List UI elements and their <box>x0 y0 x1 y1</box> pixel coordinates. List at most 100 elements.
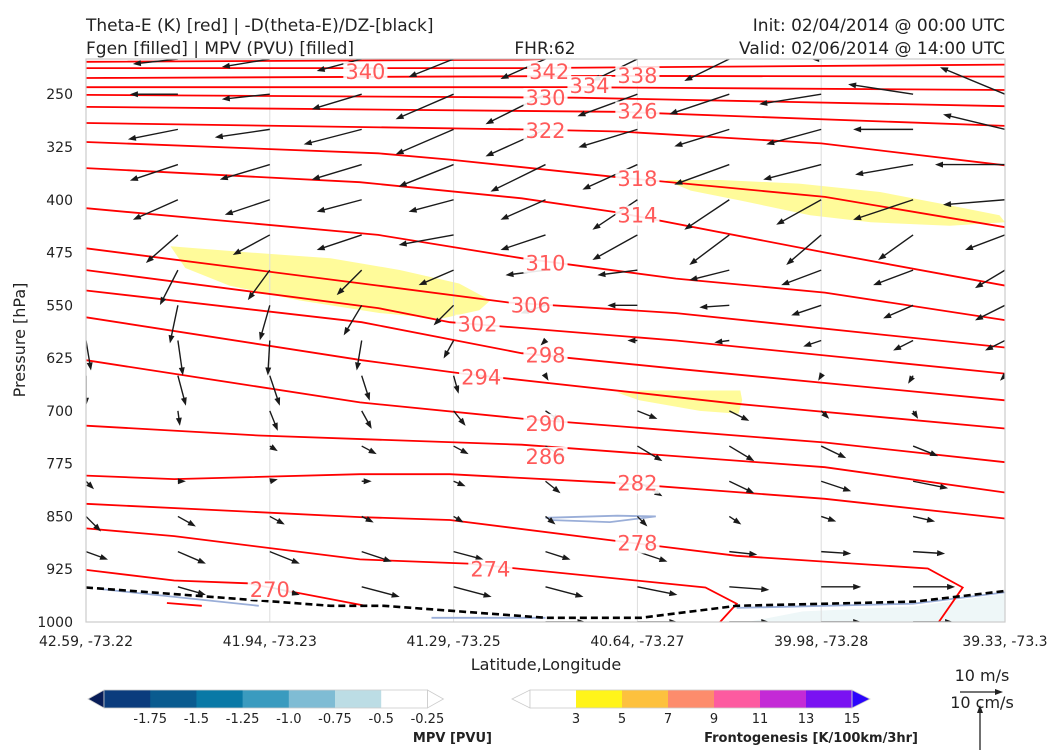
wind-vector <box>908 375 915 384</box>
wind-vector <box>893 339 914 351</box>
wind-vector <box>433 304 455 326</box>
wind-vector <box>336 269 363 296</box>
wind-vector-shaft <box>339 269 363 293</box>
wind-vector-arrowhead <box>316 66 326 72</box>
wind-vector-arrowhead <box>658 556 668 562</box>
wind-vector <box>541 372 549 381</box>
wind-vector <box>728 410 750 421</box>
frontogenesis-colorbar-title: Frontogenesis [K/100km/3hr] <box>704 731 918 746</box>
wind-vector-shaft <box>136 199 179 219</box>
theta-e-contour-label: 310 <box>525 251 565 275</box>
wind-vector-arrowhead <box>561 554 571 561</box>
wind-vector-arrowhead <box>500 213 510 220</box>
contour-label-background <box>567 76 612 97</box>
wind-vector-arrowhead <box>453 385 460 394</box>
theta-e-contour-label-group: 326 <box>615 99 660 123</box>
wind-vector-shaft <box>794 304 822 315</box>
theta-e-contour <box>86 269 1005 375</box>
wind-vector <box>398 163 454 187</box>
colorbar-tick-label: 7 <box>664 712 672 727</box>
wind-vector-arrowhead <box>355 362 361 371</box>
wind-vector-shaft <box>595 234 638 259</box>
wind-vector <box>361 410 372 429</box>
colorbar-tick-label: -0.25 <box>411 712 445 727</box>
wind-vector-shaft <box>260 305 271 337</box>
x-tick-label: 39.33, -73.3 <box>962 634 1047 650</box>
wind-vector-arrowhead <box>577 619 586 622</box>
wind-vector-shaft <box>858 163 914 175</box>
wind-vector-arrowhead <box>500 73 510 79</box>
wind-vector-shaft <box>912 480 945 489</box>
theta-e-contour <box>166 602 202 607</box>
wind-vector <box>316 59 362 72</box>
wind-vector-shaft <box>766 163 822 180</box>
x-axis-label: Latitude,Longitude <box>471 655 622 674</box>
wind-vector-shaft <box>504 234 546 250</box>
theta-e-contour-label-group: 338 <box>615 64 660 88</box>
wind-vector <box>500 234 546 251</box>
contour-label-background <box>523 253 568 274</box>
wind-vector <box>361 375 371 401</box>
wind-vector-arrowhead <box>458 417 466 426</box>
colorbar-tick-label: 9 <box>710 712 718 727</box>
wind-vector-shaft <box>269 550 297 563</box>
theta-e-contour <box>86 247 1005 349</box>
mpv-contour <box>545 514 656 524</box>
wind-vector <box>86 480 94 490</box>
vector-key: 10 m/s 10 cm/s <box>950 666 1014 750</box>
wind-vector-arrowhead <box>443 350 451 359</box>
theta-e-contour-label: 334 <box>569 74 609 98</box>
wind-vector-shaft <box>601 269 638 276</box>
contour-label-background <box>343 62 388 82</box>
wind-vector <box>848 82 914 95</box>
theta-e-contour-label: 278 <box>617 531 657 555</box>
wind-vector-arrowhead <box>490 185 500 192</box>
contour-label-background <box>523 121 568 142</box>
wind-vector-shaft <box>580 93 638 116</box>
y-tick-label: 775 <box>46 457 73 473</box>
wind-vector-shaft <box>453 586 488 597</box>
contour-label-background <box>615 473 660 494</box>
theta-e-contour-label: 326 <box>617 99 657 123</box>
wind-vector-arrowhead <box>684 74 693 81</box>
wind-vector <box>545 586 584 598</box>
wind-vector <box>728 445 755 462</box>
wind-vector-shaft <box>692 234 730 264</box>
wind-vector <box>269 515 285 525</box>
wind-vector-arrowhead <box>781 279 790 286</box>
wind-vector <box>729 550 758 557</box>
y-tick-label: 1000 <box>37 615 73 631</box>
wind-vector <box>545 550 571 561</box>
wind-vector-arrowhead <box>168 334 175 344</box>
wind-vector-shaft <box>880 234 914 259</box>
wind-vector-shaft <box>851 84 914 95</box>
wind-vector-shaft <box>820 480 848 491</box>
wind-vector-shaft <box>422 269 454 285</box>
wind-vector-arrowhead <box>552 485 561 494</box>
wind-vector <box>627 337 638 344</box>
wind-vector-arrowhead <box>648 413 658 419</box>
wind-vector-arrowhead <box>224 209 234 216</box>
wind-vector <box>578 128 638 148</box>
wind-vector-shaft <box>225 59 270 68</box>
wind-vector-arrowhead <box>99 554 108 560</box>
wind-vector <box>395 128 454 155</box>
wind-vector <box>453 410 466 426</box>
wind-vector-arrowhead <box>127 134 137 141</box>
colorbar-extend-left <box>87 689 105 709</box>
wind-vector-arrowhead <box>674 141 683 147</box>
theta-e-contour <box>86 207 1005 321</box>
colorbar-swatch <box>242 690 290 708</box>
wind-vector-arrowhead <box>803 341 812 347</box>
wind-vector-arrowhead <box>732 517 742 525</box>
wind-vector-arrowhead <box>668 590 678 597</box>
wind-vector <box>177 375 187 406</box>
theta-e-contour <box>86 122 1005 167</box>
wind-vector <box>219 163 271 181</box>
wind-vector <box>684 59 730 81</box>
wind-vector-arrowhead <box>269 444 278 452</box>
wind-vector <box>637 586 678 597</box>
wind-vector-shaft <box>170 305 179 340</box>
wind-vector-arrowhead <box>578 142 587 148</box>
x-tick-label: 40.64, -73.27 <box>590 634 684 650</box>
